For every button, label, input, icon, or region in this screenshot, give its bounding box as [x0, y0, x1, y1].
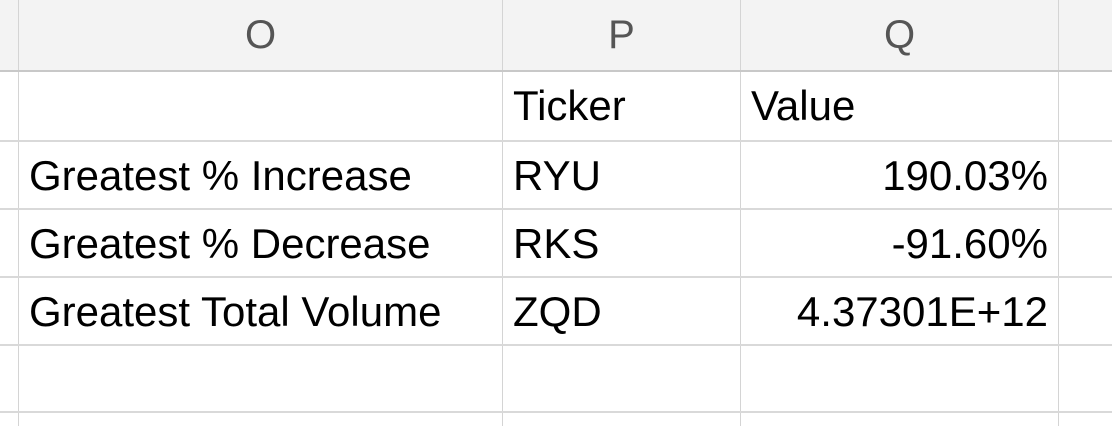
cell-label-decrease[interactable]: Greatest % Decrease	[29, 220, 431, 267]
cell-ticker-decrease[interactable]: RKS	[513, 220, 600, 267]
cell-q5[interactable]	[741, 346, 1058, 411]
column-header-p[interactable]: P	[502, 0, 740, 70]
cell-p5[interactable]	[503, 346, 740, 411]
column-header-row: O P Q	[0, 0, 1112, 72]
grid-line-vertical	[18, 72, 19, 426]
cell-label-increase[interactable]: Greatest % Increase	[29, 152, 412, 199]
cell-value-increase[interactable]: 190.03%	[882, 152, 1048, 199]
cell-ticker-header[interactable]: Ticker	[513, 82, 626, 129]
grid-line-vertical	[1058, 72, 1059, 426]
grid-line-horizontal	[0, 411, 1112, 413]
grid-line-horizontal	[0, 276, 1112, 278]
column-header-n[interactable]	[0, 0, 18, 70]
cell-label-volume[interactable]: Greatest Total Volume	[29, 288, 442, 335]
cell-value-header[interactable]: Value	[751, 82, 856, 129]
cell-o1[interactable]	[19, 72, 502, 140]
column-header-r[interactable]	[1058, 0, 1112, 70]
column-header-o[interactable]: O	[18, 0, 502, 70]
grid-line-vertical	[740, 72, 741, 426]
cell-value-volume[interactable]: 4.37301E+12	[796, 288, 1048, 335]
grid-line-horizontal	[0, 140, 1112, 142]
cell-ticker-volume[interactable]: ZQD	[513, 288, 602, 335]
grid-line-vertical	[502, 72, 503, 426]
cell-o5[interactable]	[19, 346, 502, 411]
cell-ticker-increase[interactable]: RYU	[513, 152, 601, 199]
cell-value-decrease[interactable]: -91.60%	[891, 220, 1048, 267]
column-header-q[interactable]: Q	[740, 0, 1058, 70]
grid-line-horizontal	[0, 344, 1112, 346]
grid-line-horizontal	[0, 208, 1112, 210]
